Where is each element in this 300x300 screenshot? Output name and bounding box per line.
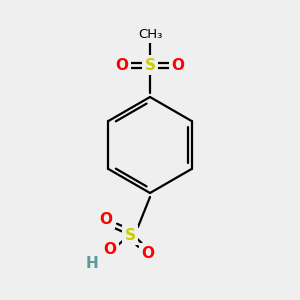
Text: O: O <box>142 245 154 260</box>
Text: S: S <box>145 58 155 73</box>
Text: O: O <box>100 212 112 226</box>
Text: O: O <box>116 58 128 73</box>
Text: O: O <box>172 58 184 73</box>
Text: S: S <box>124 227 136 242</box>
Text: H: H <box>85 256 98 271</box>
Text: O: O <box>103 242 116 256</box>
Text: CH₃: CH₃ <box>138 28 162 41</box>
